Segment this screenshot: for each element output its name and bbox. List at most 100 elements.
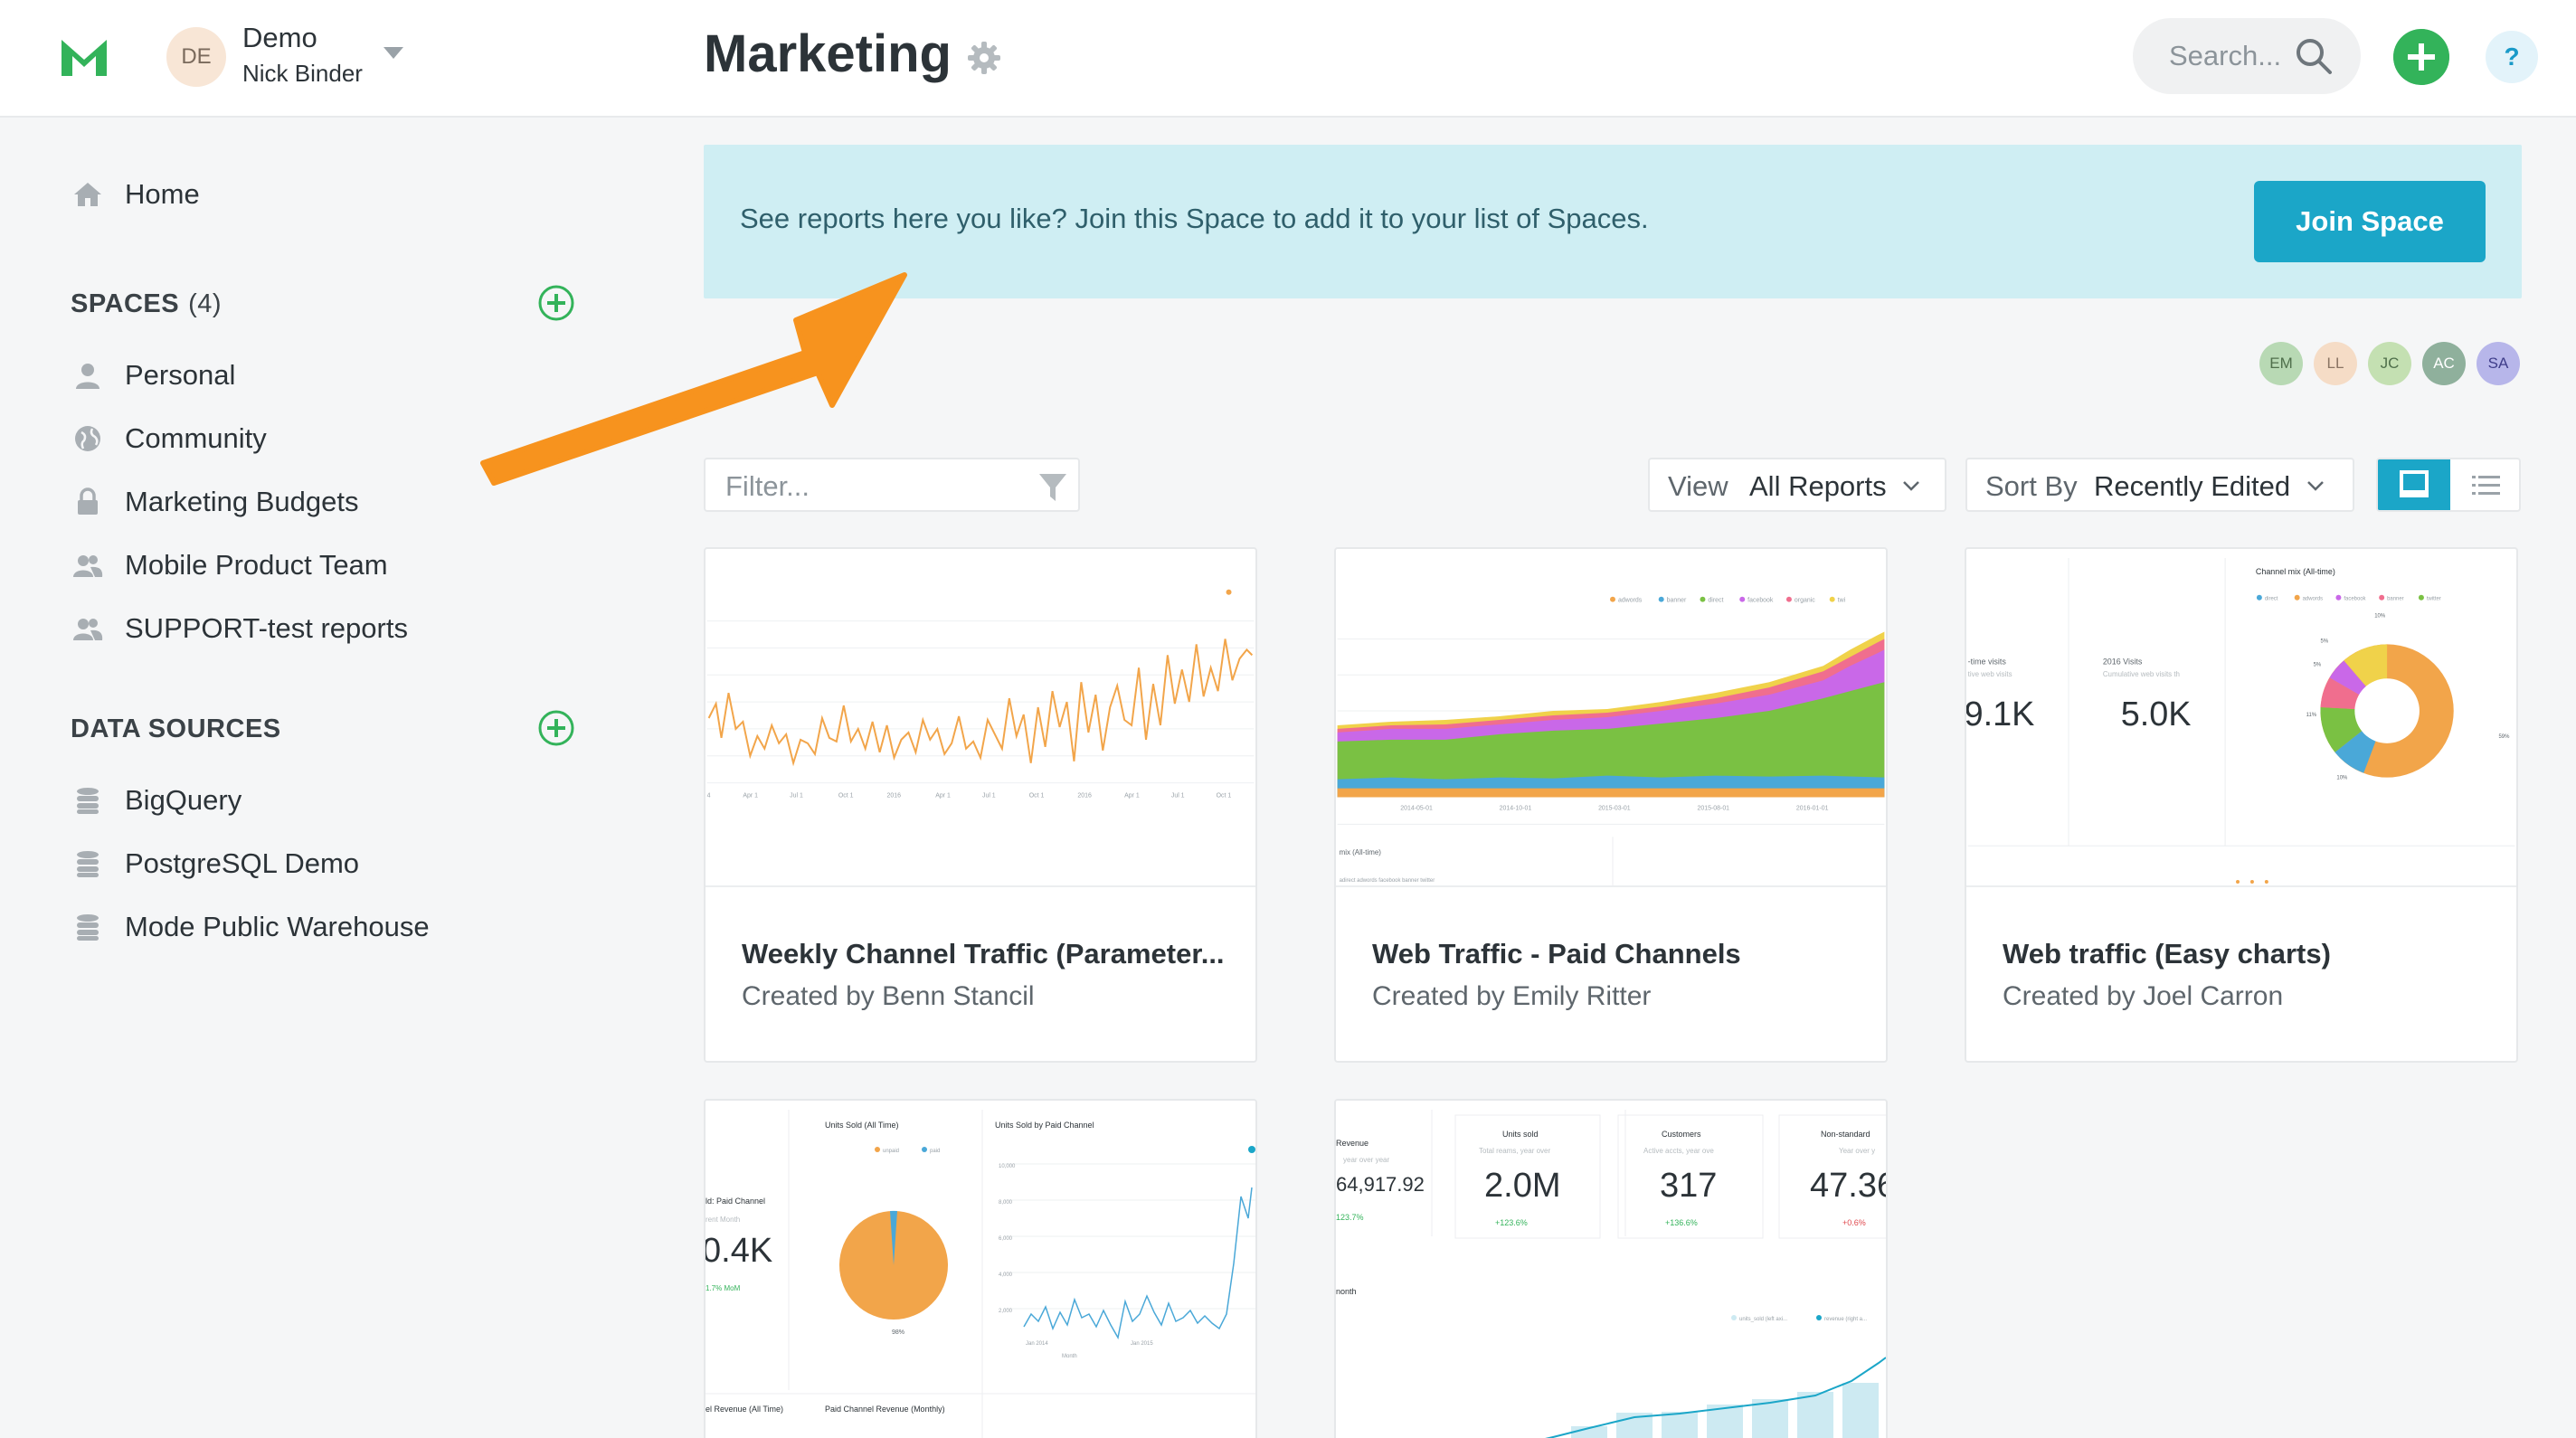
svg-text:direct: direct bbox=[1708, 598, 1723, 604]
filter-icon[interactable] bbox=[1038, 472, 1067, 503]
add-button[interactable] bbox=[2393, 29, 2449, 85]
report-title[interactable]: Web Traffic - Paid Channels bbox=[1372, 938, 1741, 970]
sidebar-item-label: Mobile Product Team bbox=[125, 549, 388, 581]
member-avatar[interactable]: AC bbox=[2422, 342, 2466, 385]
svg-text:paid: paid bbox=[930, 1149, 940, 1154]
kpi-sublabel: Active accts, year ove bbox=[1643, 1147, 1714, 1155]
account-org-name[interactable]: Demo bbox=[242, 22, 317, 53]
add-space-icon[interactable] bbox=[537, 284, 575, 322]
chevron-down-icon[interactable] bbox=[384, 47, 403, 59]
sort-dropdown-key: Sort By bbox=[1985, 470, 2078, 502]
kpi-delta: 1.7% MoM bbox=[706, 1284, 741, 1292]
svg-text:4: 4 bbox=[707, 793, 711, 799]
kpi-label: 2016 Visits bbox=[2103, 657, 2143, 666]
people-icon bbox=[73, 619, 103, 640]
kpi-delta: +0.6% bbox=[1842, 1218, 1866, 1227]
search-input[interactable]: Search... bbox=[2169, 40, 2282, 71]
member-avatar[interactable]: LL bbox=[2314, 342, 2357, 385]
report-card[interactable]: Revenue year over year 64,917.92 123.7% … bbox=[1334, 1099, 1888, 1438]
svg-text:revenue (right a...: revenue (right a... bbox=[1824, 1317, 1867, 1322]
chart-title: Units Sold by Paid Channel bbox=[995, 1121, 1094, 1130]
help-button[interactable]: ? bbox=[2486, 31, 2538, 83]
sidebar-item-personal[interactable]: Personal bbox=[72, 353, 235, 398]
svg-text:2,000: 2,000 bbox=[999, 1309, 1013, 1314]
report-card[interactable]: adwords banner direct facebook organic t… bbox=[1334, 547, 1888, 1063]
pie-label: 98% bbox=[892, 1329, 904, 1336]
svg-text:facebook: facebook bbox=[2344, 597, 2365, 602]
chart-axis-label: nonth bbox=[1336, 1287, 1357, 1296]
view-dropdown[interactable]: View All Reports bbox=[1648, 458, 1946, 512]
account-user-name[interactable]: Nick Binder bbox=[242, 60, 363, 87]
database-icon bbox=[77, 788, 99, 814]
report-card[interactable]: Units Sold (All Time) Units Sold by Paid… bbox=[704, 1099, 1257, 1438]
svg-text:banner: banner bbox=[2387, 597, 2404, 602]
search-icon[interactable] bbox=[2294, 36, 2334, 76]
svg-text:Apr 1: Apr 1 bbox=[1124, 793, 1140, 799]
report-thumbnail: -time visits tive web visits 9.1K 2016 V… bbox=[1966, 549, 2516, 887]
people-icon bbox=[73, 555, 103, 577]
member-avatar[interactable]: EM bbox=[2259, 342, 2303, 385]
filter-input[interactable]: Filter... bbox=[725, 470, 810, 502]
sidebar-item-mobile-product-team[interactable]: Mobile Product Team bbox=[72, 543, 388, 588]
view-toggle bbox=[2376, 458, 2521, 512]
join-space-button[interactable]: Join Space bbox=[2254, 181, 2486, 262]
account-avatar[interactable]: DE bbox=[166, 27, 226, 87]
svg-text:10%: 10% bbox=[2336, 776, 2348, 781]
sort-dropdown[interactable]: Sort By Recently Edited bbox=[1965, 458, 2354, 512]
sidebar-item-label: PostgreSQL Demo bbox=[125, 847, 360, 879]
svg-text:banner: banner bbox=[1667, 598, 1687, 604]
chevron-down-icon bbox=[1903, 481, 1919, 491]
list-view-icon[interactable] bbox=[2450, 459, 2521, 512]
svg-text:59%: 59% bbox=[2498, 734, 2510, 740]
sidebar-item-mode-public-warehouse[interactable]: Mode Public Warehouse bbox=[72, 904, 430, 950]
sidebar-item-marketing-budgets[interactable]: Marketing Budgets bbox=[72, 479, 358, 525]
kpi-sublabel: rent Month bbox=[706, 1216, 740, 1224]
report-title[interactable]: Web traffic (Easy charts) bbox=[2003, 938, 2331, 970]
filter-box[interactable]: Filter... bbox=[704, 458, 1080, 512]
spaces-count: (4) bbox=[188, 289, 223, 318]
grid-view-icon[interactable] bbox=[2378, 459, 2450, 512]
sidebar-item-label: Home bbox=[125, 178, 200, 210]
page-title: Marketing bbox=[704, 24, 952, 83]
mode-logo[interactable] bbox=[60, 36, 109, 78]
svg-text:10%: 10% bbox=[2374, 614, 2386, 620]
svg-text:Apr 1: Apr 1 bbox=[935, 793, 951, 799]
sidebar-item-label: BigQuery bbox=[125, 784, 242, 816]
kpi-label: ld: Paid Channel bbox=[706, 1197, 765, 1206]
data-sources-heading: DATA SOURCES bbox=[71, 714, 281, 743]
svg-text:facebook: facebook bbox=[1747, 598, 1774, 604]
search-box[interactable]: Search... bbox=[2133, 18, 2361, 94]
svg-text:adwords: adwords bbox=[2303, 597, 2324, 602]
svg-text:units_sold (left axi...: units_sold (left axi... bbox=[1739, 1317, 1787, 1322]
kpi-label: Revenue bbox=[1336, 1139, 1368, 1148]
svg-text:Oct 1: Oct 1 bbox=[1217, 793, 1232, 799]
database-icon bbox=[77, 914, 99, 941]
sidebar-item-bigquery[interactable]: BigQuery bbox=[72, 778, 242, 823]
sidebar-item-postgresql-demo[interactable]: PostgreSQL Demo bbox=[72, 841, 359, 886]
sidebar-item-support-test-reports[interactable]: SUPPORT-test reports bbox=[72, 606, 408, 651]
svg-text:twi: twi bbox=[1838, 598, 1846, 604]
svg-text:mix (All-time): mix (All-time) bbox=[1340, 848, 1382, 856]
kpi-delta: +123.6% bbox=[1495, 1218, 1528, 1227]
member-avatar[interactable]: JC bbox=[2368, 342, 2411, 385]
view-dropdown-key: View bbox=[1668, 470, 1728, 502]
spaces-heading-label: SPACES bbox=[71, 289, 180, 318]
svg-text:direct: direct bbox=[2265, 597, 2278, 602]
home-icon bbox=[74, 183, 101, 206]
view-dropdown-value: All Reports bbox=[1749, 470, 1887, 502]
gear-icon[interactable] bbox=[966, 40, 1002, 76]
svg-text:Jan 2014: Jan 2014 bbox=[1026, 1341, 1048, 1347]
sidebar-item-home[interactable]: Home bbox=[72, 172, 200, 217]
annotation-arrow bbox=[480, 272, 907, 486]
banner-text: See reports here you like? Join this Spa… bbox=[740, 203, 1649, 234]
report-card[interactable]: -time visits tive web visits 9.1K 2016 V… bbox=[1965, 547, 2518, 1063]
report-card[interactable]: 4 Apr 1 Jul 1 Oct 1 2016 Apr 1 Jul 1 Oct 1 201… bbox=[704, 547, 1257, 1063]
svg-text:Jul 1: Jul 1 bbox=[982, 793, 996, 799]
member-avatar[interactable]: SA bbox=[2477, 342, 2520, 385]
sidebar-item-community[interactable]: Community bbox=[72, 416, 267, 461]
chart-title: el Revenue (All Time) bbox=[706, 1405, 783, 1414]
add-data-source-icon[interactable] bbox=[537, 709, 575, 747]
svg-text:Month: Month bbox=[1062, 1354, 1077, 1359]
report-title[interactable]: Weekly Channel Traffic (Parameter... bbox=[742, 938, 1225, 970]
report-thumbnail: Revenue year over year 64,917.92 123.7% … bbox=[1336, 1101, 1886, 1438]
